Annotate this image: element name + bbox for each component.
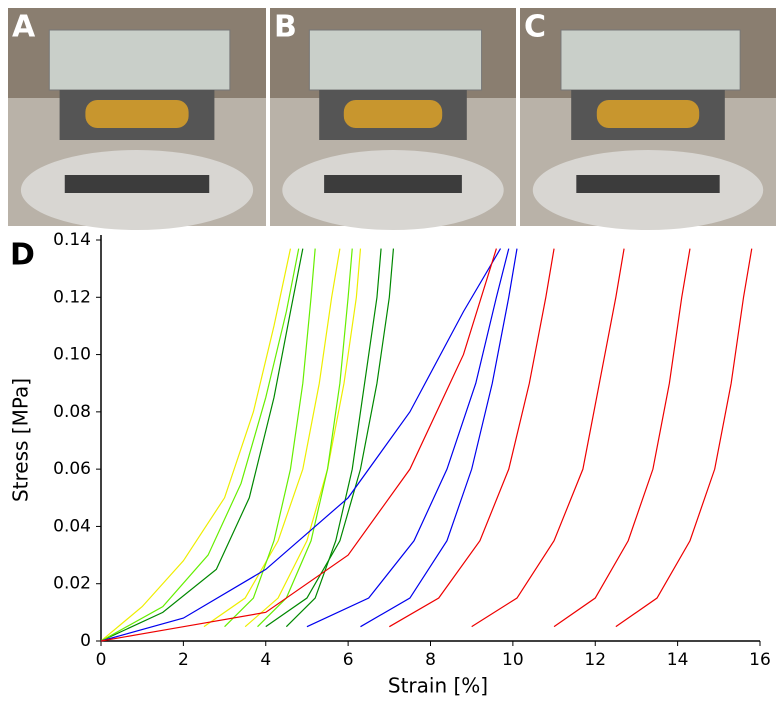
panel-label: D [10, 238, 35, 273]
stress-strain-curve [203, 248, 341, 628]
y-tick-label: 0.14 [53, 230, 91, 250]
x-axis-label: Strain [%] [388, 674, 488, 698]
device-bar [64, 175, 210, 193]
coil [343, 100, 443, 128]
stress-strain-curve [285, 248, 382, 628]
device-clamp [308, 29, 483, 91]
x-tick-label: 16 [749, 650, 771, 670]
device-clamp [48, 29, 231, 91]
stress-strain-curve [100, 248, 304, 642]
panel-label: B [274, 10, 297, 45]
y-tick-label: 0.02 [53, 574, 91, 594]
y-tick-label: 0.08 [53, 402, 91, 422]
y-tick-label: 0.06 [53, 459, 91, 479]
coil [596, 100, 700, 128]
stress-strain-curve [265, 248, 395, 628]
y-axis-label: Stress [MPa] [9, 378, 33, 502]
stress-strain-curve [553, 248, 691, 628]
device-clamp [560, 29, 741, 91]
device-bar [576, 175, 720, 193]
x-tick-label: 2 [178, 650, 189, 670]
stress-strain-curve [389, 248, 555, 628]
panel-label: A [12, 10, 36, 45]
x-tick-label: 10 [502, 650, 524, 670]
stress-strain-curve [306, 248, 510, 628]
panel-label: C [524, 10, 546, 45]
stress-strain-curve [224, 248, 316, 628]
stress-strain-curve [360, 248, 518, 628]
stress-strain-curve [615, 248, 753, 628]
photo-panel: A [8, 8, 266, 230]
coil [85, 100, 189, 128]
x-tick-label: 8 [425, 650, 436, 670]
device-bar [324, 175, 462, 193]
stress-strain-curve [257, 248, 353, 628]
x-tick-label: 6 [343, 650, 354, 670]
stress-strain-curve [100, 248, 292, 642]
y-tick-label: 0.04 [53, 516, 91, 536]
stress-strain-curve [244, 248, 362, 628]
stress-strain-curve [100, 248, 502, 642]
x-tick-label: 0 [96, 650, 107, 670]
y-tick-label: 0.10 [53, 345, 91, 365]
x-tick-label: 14 [667, 650, 689, 670]
y-tick-label: 0 [80, 631, 91, 651]
stress-strain-curve [100, 248, 497, 642]
stress-strain-curve [471, 248, 625, 628]
photo-panel: C [520, 8, 776, 230]
photo-panel: B [270, 8, 516, 230]
x-tick-label: 4 [260, 650, 271, 670]
x-tick-label: 12 [584, 650, 606, 670]
y-tick-label: 0.12 [53, 287, 91, 307]
stress-strain-curve [100, 248, 300, 642]
